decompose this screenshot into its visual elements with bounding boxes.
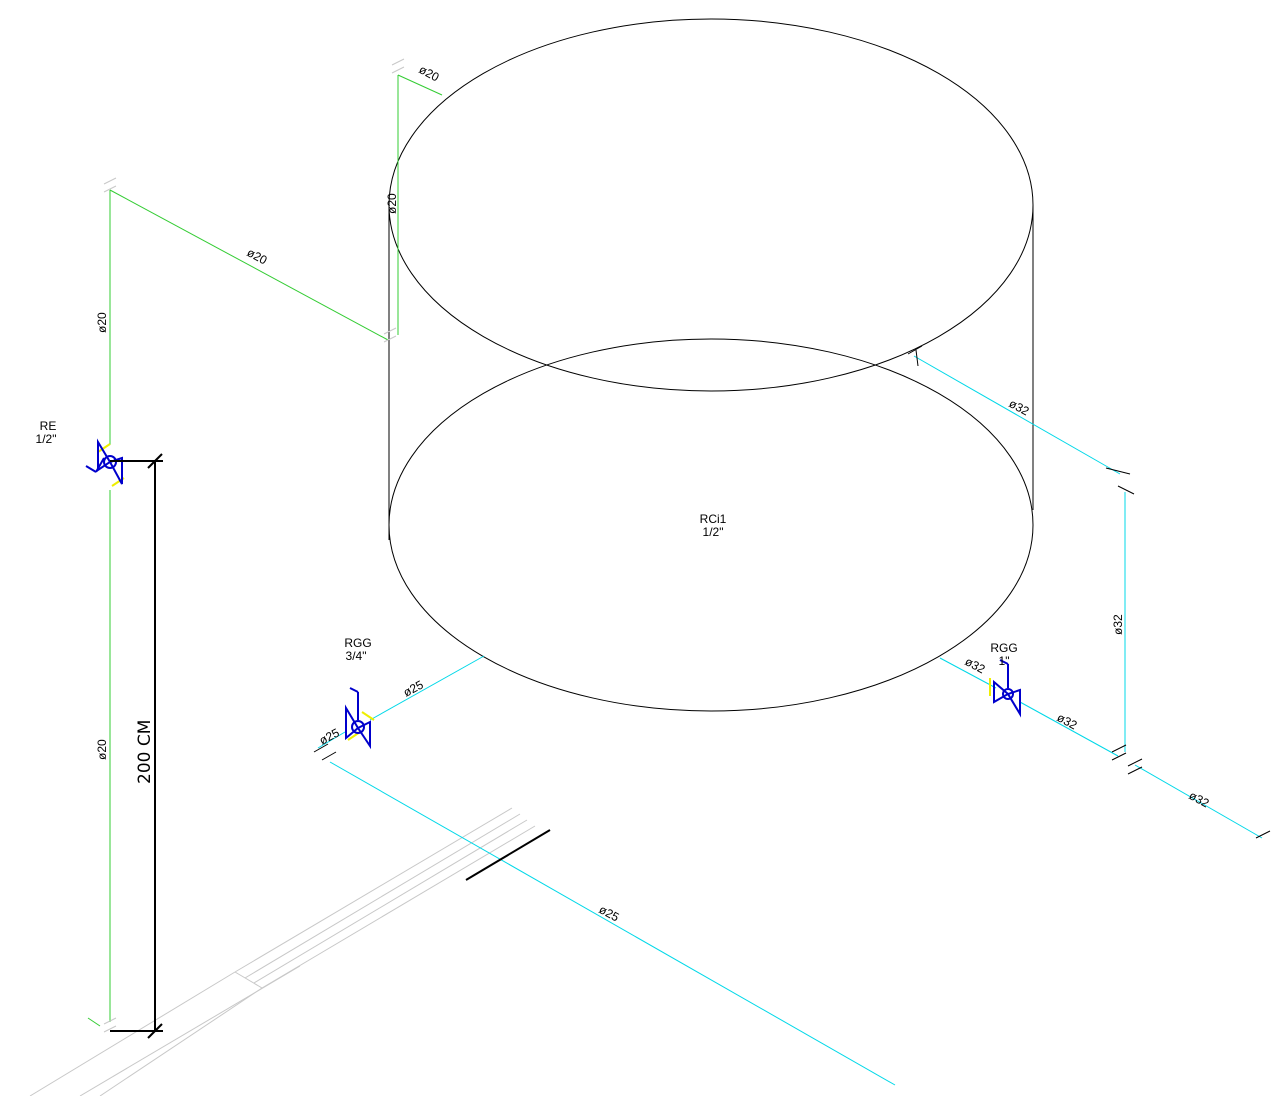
valve-re-name: RE: [40, 419, 57, 433]
pipe-label-d32-riser: ø32: [1111, 614, 1125, 635]
pipe-label-d20-lower: ø20: [95, 739, 109, 760]
height-dimension: 200 CM: [110, 453, 163, 1039]
pipe-diameter-labels: ø20 ø20 ø20 ø20 ø20 ø25 ø25 ø25 ø32 ø32 …: [95, 62, 1212, 924]
supply-pipe-green: [87, 58, 443, 1033]
valve-rgg-left-name: RGG: [344, 636, 371, 650]
height-dimension-label: 200 CM: [135, 720, 155, 784]
tank-size-label: 1/2": [703, 525, 724, 539]
floor-guide-lines: [29, 807, 536, 1096]
pipe-label-d32-mid: ø32: [1055, 710, 1080, 732]
tank-name-label: RCi1: [700, 512, 727, 526]
pipe-label-d25-lower: ø25: [597, 902, 622, 924]
pipe-label-d20-riser: ø20: [385, 193, 399, 214]
valve-re-icon: [85, 438, 125, 487]
pipe-label-d32-upper: ø32: [1007, 396, 1032, 418]
section-cut-mark: [465, 829, 551, 881]
pipe-label-d25-upper: ø25: [401, 677, 426, 699]
valve-rgg-right-name: RGG: [990, 641, 1017, 655]
valve-rgg-right-size: 1": [999, 654, 1010, 668]
water-tank: RCi1 1/2": [388, 18, 1034, 712]
valve-rgg-left-icon: [345, 687, 375, 750]
valve-rgg-left-size: 3/4": [346, 649, 367, 663]
distribution-pipe-cyan: [313, 345, 1271, 1086]
pipe-label-d20-upper: ø20: [95, 312, 109, 333]
pipe-label-d25-valve: ø25: [317, 725, 342, 747]
valve-rgg-right-icon: [989, 659, 1021, 718]
pipe-label-d20-top: ø20: [417, 62, 442, 84]
valve-re-size: 1/2": [36, 432, 57, 446]
pipe-label-d32-valve: ø32: [963, 654, 988, 676]
